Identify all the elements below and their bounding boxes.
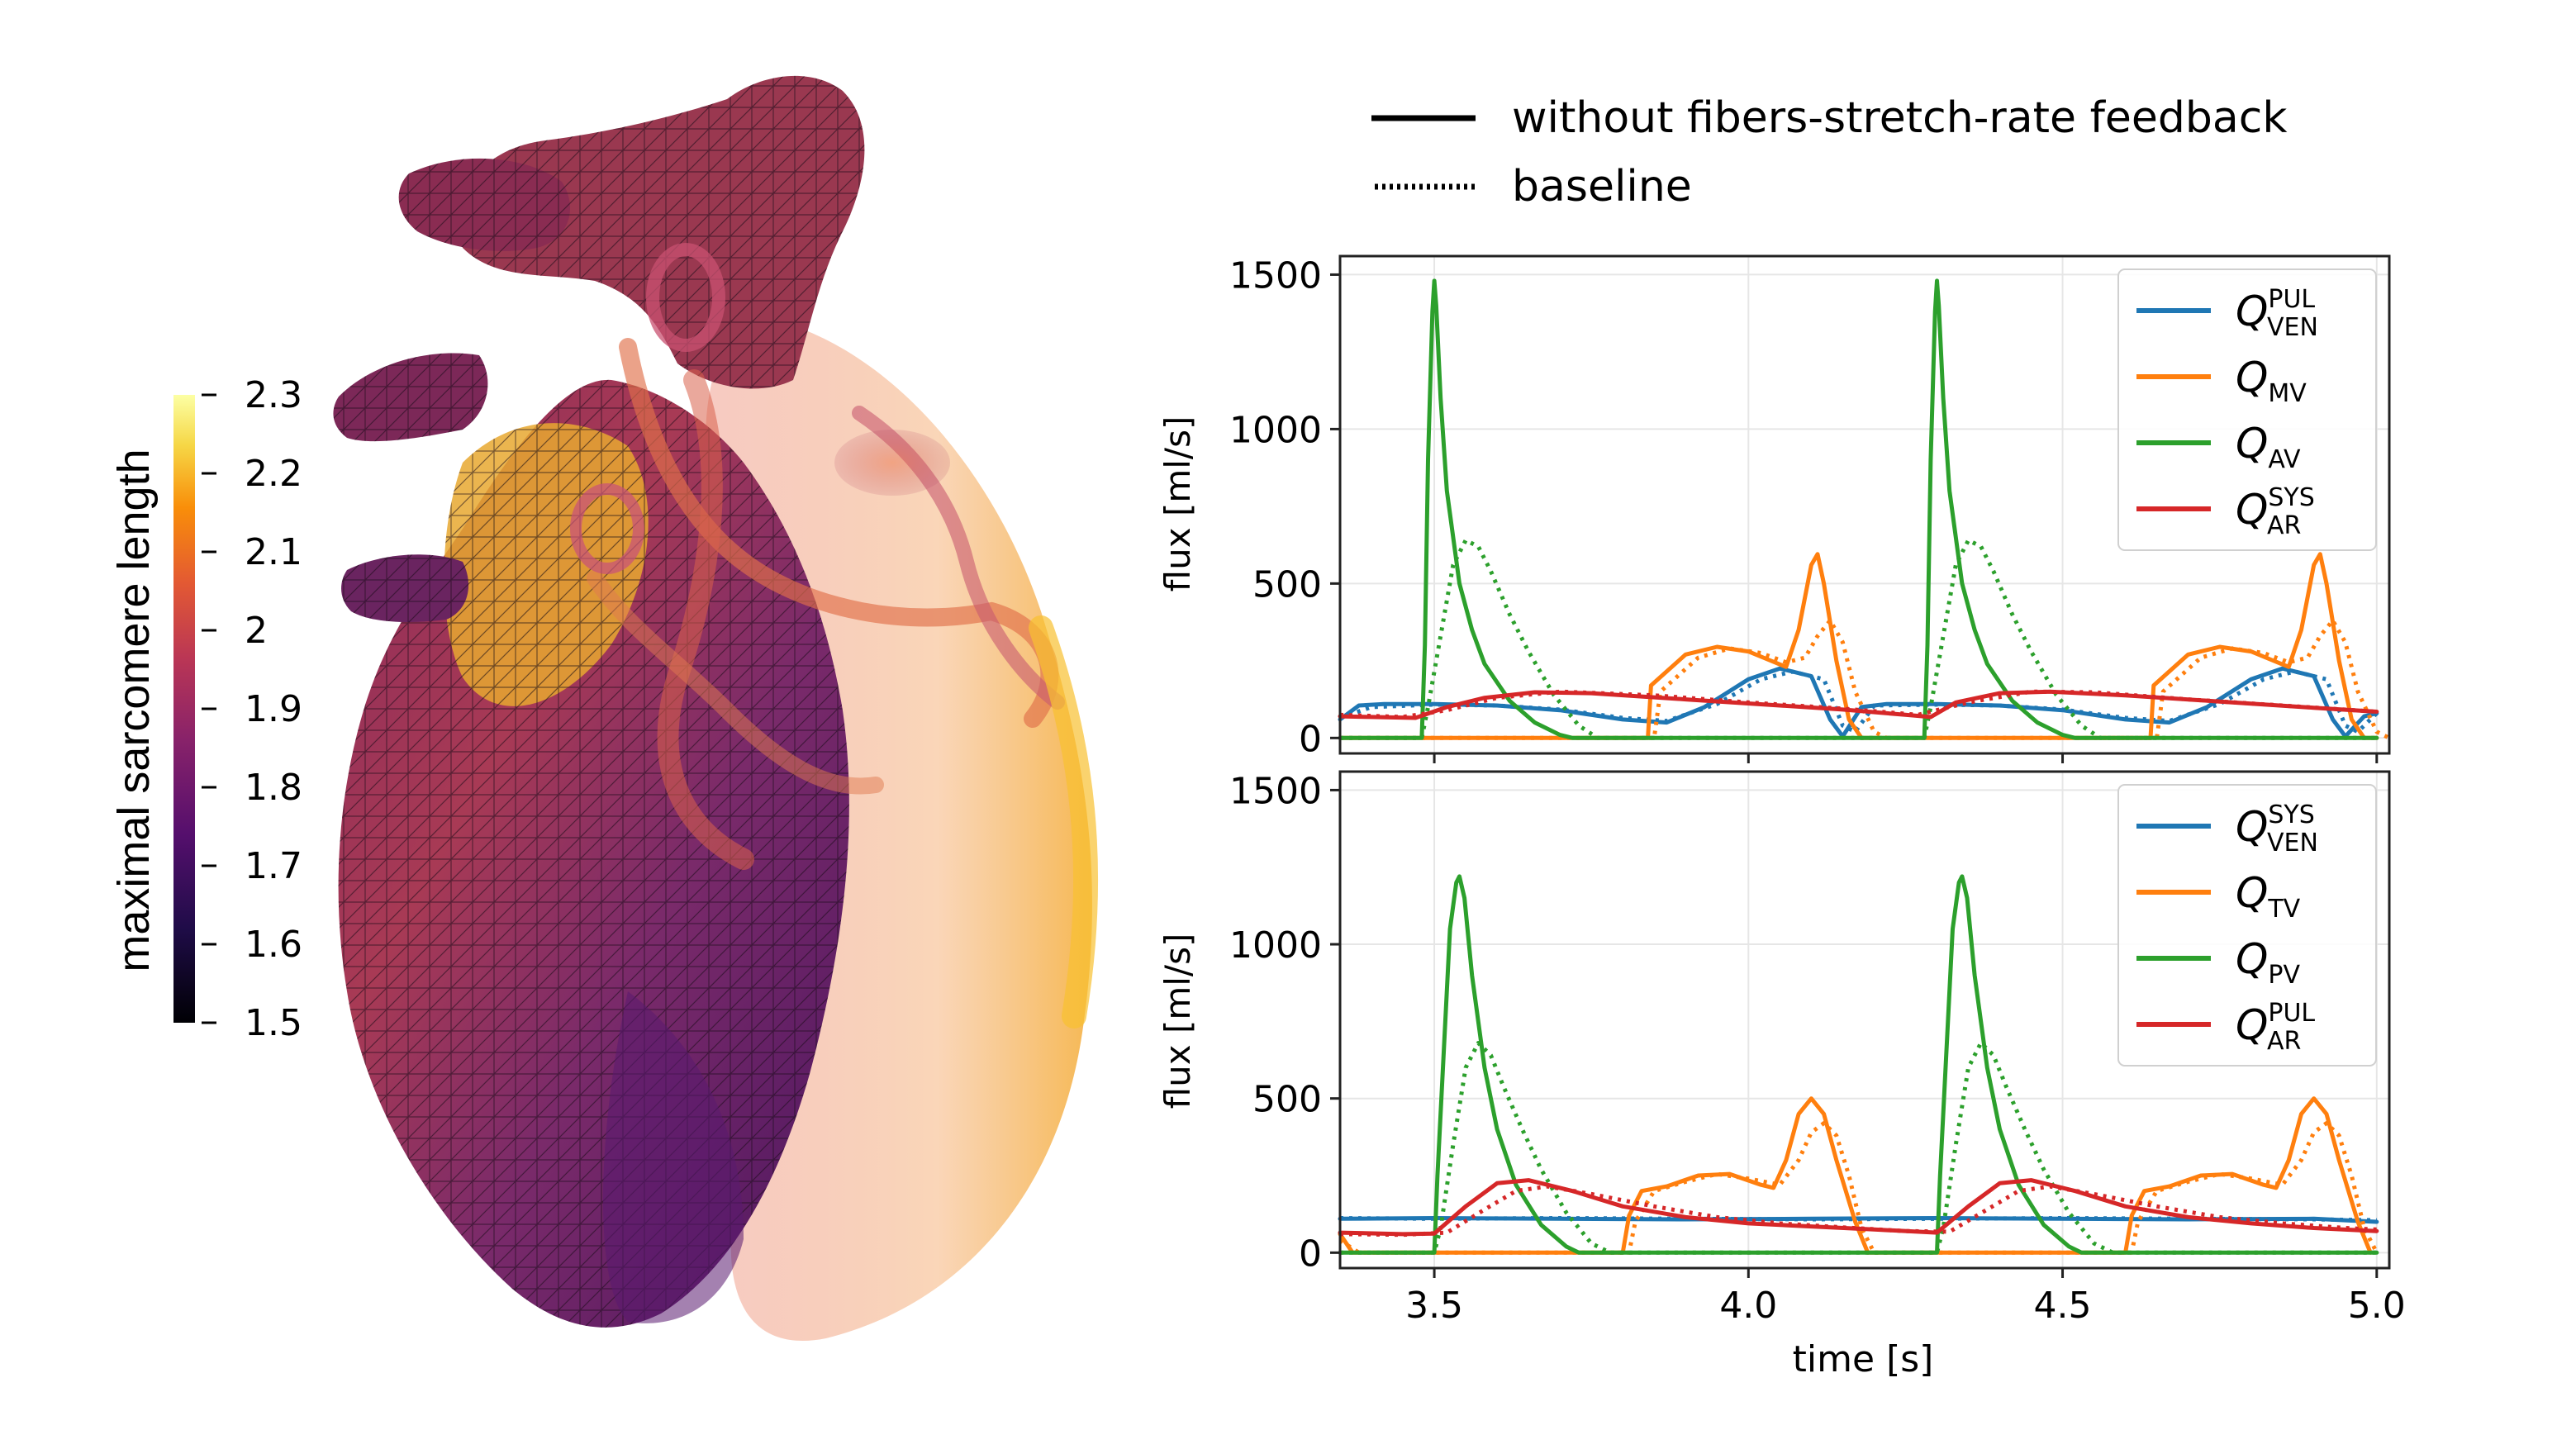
- top-plot-ylabel: flux [ml/s]: [1157, 416, 1198, 592]
- colorbar-ticks: 2.3 2.2 2.1 2 1.9 1.8 1.7 1.6 1.5: [202, 374, 302, 1044]
- series-q-av-solid: [1338, 278, 2379, 740]
- legend-solid-label: without fibers-stretch-rate feedback: [1512, 93, 2287, 143]
- legend-label-q-pv: QPV: [2236, 935, 2300, 990]
- legend-label-q-ar-pul: QPUL AR: [2236, 999, 2315, 1056]
- colorbar-tick-label: 2.2: [245, 453, 302, 495]
- legend-label-q-av: QAV: [2236, 420, 2301, 474]
- series-legend: [2117, 784, 2377, 1067]
- colorbar-tick-label: 1.8: [245, 767, 302, 809]
- colorbar-tick-label: 1.7: [245, 845, 302, 887]
- legend-dotted-label: baseline: [1512, 162, 1692, 211]
- series-q-ven-pul-dotted: [1339, 669, 2379, 734]
- colorbar-tick-label: 2.1: [245, 531, 302, 573]
- legend-label-q-mv: QMV: [2236, 354, 2307, 408]
- y-tick-label: 1500: [1229, 770, 1322, 812]
- colorbar-tick-label: 2: [245, 610, 268, 652]
- series-q-tv-dotted: [1338, 1121, 2379, 1255]
- colorbar: 2.3 2.2 2.1 2 1.9 1.8 1.7 1.6 1.5 maximal sarcom…: [109, 374, 302, 1044]
- y-tick-label: 1000: [1229, 924, 1322, 967]
- series-q-mv-solid: [1338, 552, 2379, 740]
- series-q-tv-solid: [1338, 1096, 2373, 1255]
- heart-glowing-vessel-4: [587, 570, 884, 795]
- y-tick-label: 1500: [1229, 254, 1322, 297]
- plot-frame: [1338, 770, 2391, 1270]
- colorbar-title: maximal sarcomere length: [109, 449, 159, 972]
- y-tick-label: 500: [1252, 1079, 1322, 1121]
- series-q-pv-solid: [1338, 874, 2379, 1255]
- series-q-ven-sys-solid: [1338, 1216, 2379, 1224]
- top-plot: 0 500 1000 1500 QPUL VEN QMV QAV QSYS AR flux [ml…: [1157, 254, 2391, 763]
- y-tick-label: 0: [1299, 718, 1322, 760]
- colorbar-tick-label: 1.5: [245, 1002, 302, 1044]
- x-tick-label: 4.0: [1719, 1285, 1777, 1327]
- series-q-ar-pul-solid: [1338, 1178, 2379, 1237]
- y-tick-label: 500: [1252, 563, 1322, 606]
- y-tick-label: 0: [1299, 1233, 1322, 1275]
- x-tick-label: 5.0: [2348, 1285, 2406, 1327]
- series-q-ar-sys-solid: [1338, 689, 2379, 720]
- legend-label-q-ven-pul: QPUL VEN: [2236, 285, 2318, 342]
- heart-vessel-glow: [834, 430, 950, 496]
- colorbar-gradient: [173, 395, 195, 1023]
- series-q-ven-pul-solid: [1338, 666, 2379, 739]
- heart-chamber-edge-glow: [1029, 615, 1099, 1029]
- top-plot-area: 0 500 1000 1500 QPUL VEN QMV QAV QSYS AR: [1229, 254, 2391, 763]
- bottom-plot-ylabel: flux [ml/s]: [1157, 934, 1198, 1109]
- colorbar-tick-label: 2.3: [245, 374, 302, 416]
- legend-label-q-ven-sys: QSYS VEN: [2236, 801, 2318, 858]
- bottom-plot-xlabel: time [s]: [1793, 1338, 1934, 1380]
- x-tick-label: 3.5: [1405, 1285, 1463, 1327]
- colorbar-tick-label: 1.6: [245, 924, 302, 966]
- line-style-legend: without fibers-stretch-rate feedback bas…: [1371, 93, 2287, 211]
- heart-vessel-ring-1: [646, 243, 725, 352]
- bottom-plot-area: 0 500 1000 1500 3.5 4.0 4.5 5.0 QSYS VEN QTV QPV QPU…: [1229, 770, 2406, 1327]
- colorbar-tick-label: 1.9: [245, 688, 302, 730]
- y-tick-label: 1000: [1229, 409, 1322, 451]
- series-legend: [2117, 268, 2377, 551]
- bottom-plot: 0 500 1000 1500 3.5 4.0 4.5 5.0 QSYS VEN QTV QPV QPU…: [1157, 770, 2406, 1380]
- legend-label-q-tv: QTV: [2236, 869, 2301, 924]
- heart-vessel-ring-2: [570, 483, 644, 574]
- x-tick-label: 4.5: [2034, 1285, 2092, 1327]
- heart-ventricle-shadow: [603, 991, 744, 1323]
- heart-illustration: [333, 75, 1099, 1342]
- plot-frame: [1338, 254, 2391, 755]
- legend-label-q-ar-sys: QSYS AR: [2236, 483, 2315, 540]
